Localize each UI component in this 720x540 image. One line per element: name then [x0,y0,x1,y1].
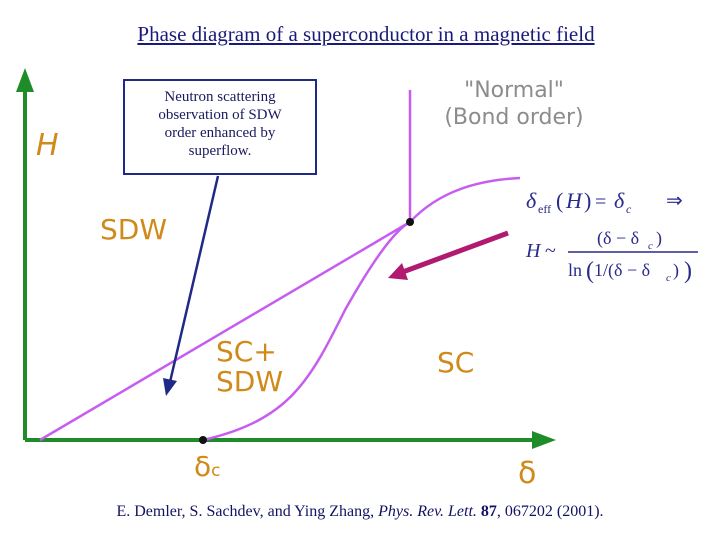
x-axis-tick-delta-c: δc [194,450,221,483]
svg-text:1/(δ − δ: 1/(δ − δ [594,260,650,281]
svg-text:c: c [626,202,632,216]
sdw-boundary-line [39,220,411,442]
implies-arrow: ⇒ [666,190,683,212]
callout-box: Neutron scattering observation of SDW or… [123,79,317,175]
svg-text:(: ( [556,188,563,213]
callout-line: Neutron scattering [164,89,276,105]
x-axis-arrowhead [532,431,556,449]
sc-sdw-region-label: SC+ SDW [216,335,284,398]
multicritical-point [406,218,414,226]
svg-text:ln: ln [568,260,582,280]
sc-region-label: SC [437,346,475,379]
callout-pointer-line [168,175,220,383]
x-axis-label: δ [518,456,537,491]
svg-text:δ: δ [614,188,625,213]
equation: δ eff ( H ) = δ c ⇒ H ~ (δ − δ c ) ln ( … [525,188,698,284]
citation: E. Demler, S. Sachdev, and Ying Zhang, P… [116,503,604,520]
svg-text:c: c [648,240,653,252]
normal-region-label: "Normal" (Bond order) [444,78,584,130]
slide-title: Phase diagram of a superconductor in a m… [137,22,595,46]
delta-c-point [199,436,207,444]
sdw-region-label: SDW [100,213,168,246]
equation-arrow-line [399,230,509,276]
svg-text:eff: eff [538,202,551,216]
callout-line: superflow. [188,143,252,159]
y-axis-arrowhead [16,68,34,92]
svg-text:H: H [525,240,542,262]
svg-text:): ) [656,228,662,249]
equation-arrow-head [388,263,408,280]
svg-text:δ: δ [526,188,537,213]
svg-text:): ) [684,258,692,284]
callout-line: observation of SDW [158,107,282,123]
callout-line: order enhanced by [164,125,276,141]
y-axis-label: H [36,128,59,163]
svg-text:): ) [584,188,591,213]
normal-boundary-curve [409,176,521,223]
callout-pointer-arrowhead [163,378,177,396]
svg-text:=: = [595,191,606,213]
svg-text:~: ~ [545,240,556,262]
svg-text:H: H [565,188,583,213]
svg-text:(: ( [586,258,594,284]
svg-text:(δ − δ: (δ − δ [597,228,639,249]
svg-text:): ) [673,260,679,281]
sc-boundary-curve [202,220,411,442]
svg-text:c: c [666,272,671,284]
